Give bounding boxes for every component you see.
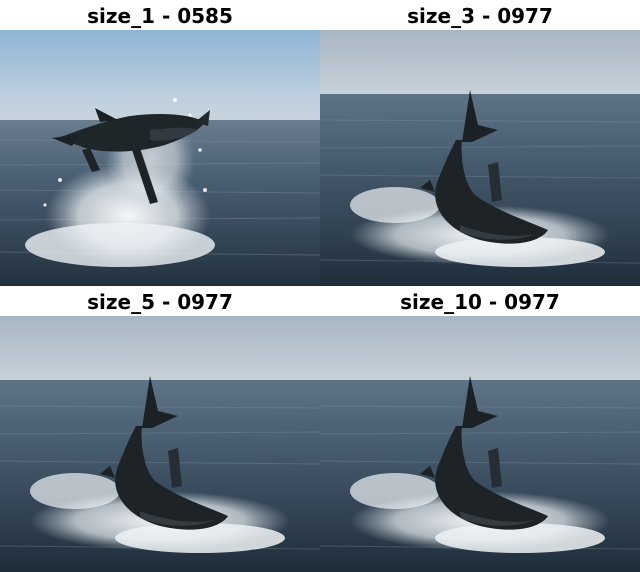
shark-breach-photo xyxy=(0,30,320,286)
shark-breach-airborne-image xyxy=(0,30,320,286)
panel-title: size_3 - 0977 xyxy=(407,4,553,28)
panel-title: size_5 - 0977 xyxy=(87,290,233,314)
shark-breach-tail-up-image xyxy=(320,316,640,572)
shark-breach-photo xyxy=(0,316,320,572)
panel-size-1: size_1 - 0585 xyxy=(0,0,320,286)
panel-title: size_1 - 0585 xyxy=(87,4,233,28)
shark-breach-photo xyxy=(320,30,640,286)
shark-breach-tail-up-image xyxy=(320,30,640,286)
panel-size-3: size_3 - 0977 xyxy=(320,0,640,286)
shark-breach-photo xyxy=(320,316,640,572)
shark-breach-tail-up-image xyxy=(0,316,320,572)
panel-size-5: size_5 - 0977 xyxy=(0,286,320,572)
panel-title: size_10 - 0977 xyxy=(400,290,560,314)
panel-size-10: size_10 - 0977 xyxy=(320,286,640,572)
